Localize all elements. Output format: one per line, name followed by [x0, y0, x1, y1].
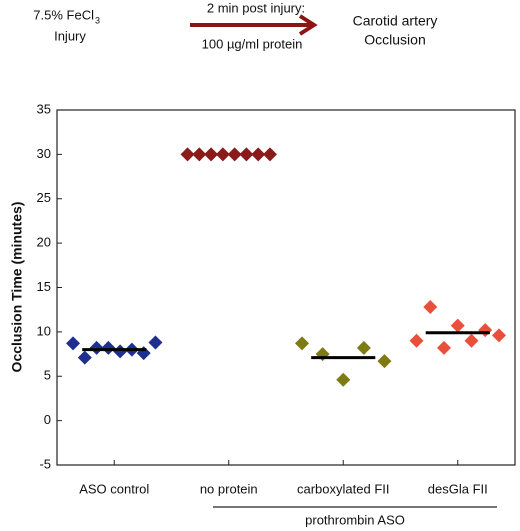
plot-frame — [56, 109, 516, 466]
data-point — [215, 147, 230, 162]
data-point — [262, 147, 277, 162]
data-point — [66, 336, 81, 351]
data-point — [336, 372, 351, 387]
y-tick-label: -5 — [39, 456, 51, 471]
data-point — [227, 147, 242, 162]
data-point — [450, 318, 465, 333]
data-point — [491, 328, 506, 343]
data-point — [478, 323, 493, 338]
arrow-head — [298, 14, 318, 36]
data-point — [356, 340, 371, 355]
y-tick-label: 25 — [37, 190, 51, 205]
y-tick-label: 20 — [37, 235, 51, 250]
data-point — [409, 333, 424, 348]
data-point — [113, 344, 128, 359]
x-tick-label: no protein — [200, 481, 258, 496]
data-point — [377, 354, 392, 369]
y-tick-label: 30 — [37, 146, 51, 161]
data-point — [148, 335, 163, 350]
step2: Carotid artery — [353, 13, 438, 29]
arrow-above: 2 min post injury: — [207, 0, 305, 15]
arrow-below: 100 µg/ml protein — [202, 36, 303, 51]
step1: 7.5% FeCl — [33, 7, 94, 22]
data-point — [89, 340, 104, 355]
y-tick-label: 10 — [37, 323, 51, 338]
data-point — [204, 147, 219, 162]
data-point — [423, 300, 438, 315]
step1-sub: 3 — [95, 15, 100, 25]
step2-line2: Occlusion — [364, 32, 425, 48]
data-point — [101, 340, 116, 355]
y-tick-label: 35 — [37, 101, 51, 116]
data-point — [239, 147, 254, 162]
x-tick-label: carboxylated FII — [297, 481, 390, 496]
y-tick-label: 5 — [44, 368, 51, 383]
data-point — [192, 147, 207, 162]
step1-line2: Injury — [54, 28, 86, 43]
data-point — [180, 147, 195, 162]
x-tick-label: desGla FII — [428, 481, 488, 496]
group-label: prothrombin ASO — [305, 512, 405, 527]
data-point — [251, 147, 266, 162]
y-axis-label: Occlusion Time (minutes) — [9, 202, 25, 373]
y-tick-label: 0 — [44, 412, 51, 427]
data-point — [77, 350, 92, 365]
x-tick-label: ASO control — [79, 481, 149, 496]
data-point — [295, 336, 310, 351]
data-point — [437, 340, 452, 355]
data-point — [464, 333, 479, 348]
y-tick-label: 15 — [37, 279, 51, 294]
